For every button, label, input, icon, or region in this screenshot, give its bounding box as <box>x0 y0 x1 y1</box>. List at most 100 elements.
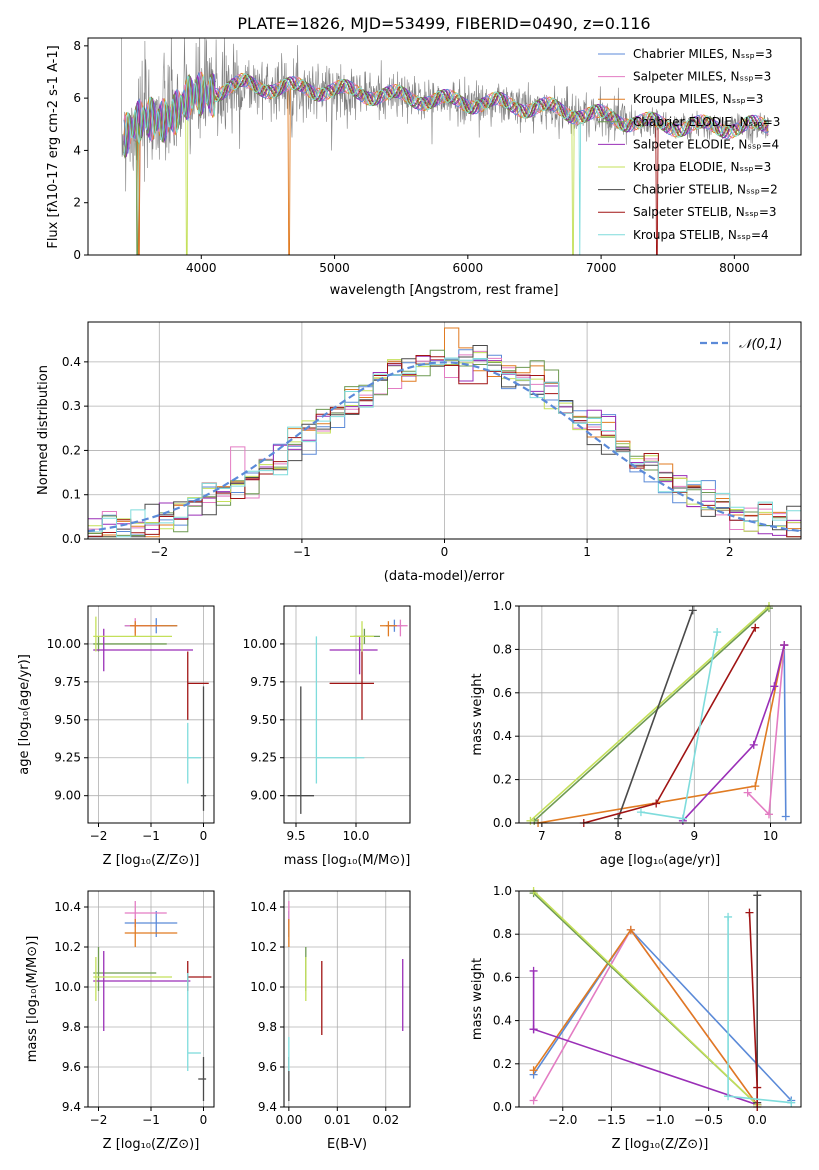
x-tick-label: 0.01 <box>324 1113 351 1127</box>
x-tick-label: 2 <box>726 545 734 559</box>
y-tick-label: 6 <box>73 91 81 105</box>
weight-point-marker <box>636 808 645 817</box>
x-tick-label: −1.5 <box>597 1113 626 1127</box>
spectrum-panel: 4000 5000 6000 7000 8000 0 2 4 6 8 wavelength [Ang… <box>46 37 802 298</box>
x-tick-label: 6000 <box>453 261 484 275</box>
y-tick-label: 10.00 <box>243 637 277 651</box>
weight-point-marker <box>614 814 623 823</box>
weight-point-marker <box>529 1096 538 1105</box>
weight-line <box>682 644 785 822</box>
weight-point-marker <box>743 788 752 797</box>
y-axis-label: mass [log₁₀(M/M⊙)] <box>25 936 40 1063</box>
y-tick-label: 9.8 <box>258 1020 277 1034</box>
x-axis-label: Z [log₁₀(Z/Z⊙)] <box>103 853 200 868</box>
y-tick-label: 9.00 <box>54 789 81 803</box>
y-axis-label: age [log₁₀(age/yr)] <box>17 654 32 775</box>
x-tick-label: 0 <box>441 545 449 559</box>
weight-point-marker <box>753 1083 762 1092</box>
x-tick-label: 0 <box>200 829 208 843</box>
x-tick-label: 8000 <box>719 261 750 275</box>
model-spectrum-line <box>123 73 769 255</box>
x-tick-label: 4000 <box>186 261 217 275</box>
x-tick-label: 10.0 <box>343 829 370 843</box>
weight-point-marker <box>724 912 733 921</box>
mass-vs-extinction-panel: 0.00 0.01 0.02 9.4 9.6 9.8 10.0 10.2 10.4 E(B-V) <box>250 890 411 1152</box>
y-tick-label: 0.4 <box>493 1014 512 1028</box>
y-tick-label: 9.75 <box>250 675 277 689</box>
histogram-step <box>88 350 801 530</box>
weight-line <box>617 610 694 819</box>
weight-line <box>533 891 758 1106</box>
legend-entry: Salpeter ELODIE, Nₛₛₚ=4 <box>633 137 779 151</box>
legend-entry: Kroupa MILES, Nₛₛₚ=3 <box>633 92 763 106</box>
x-axis-label: Z [log₁₀(Z/Z⊙)] <box>103 1137 200 1152</box>
x-tick-label: 7000 <box>586 261 617 275</box>
weight-point-marker <box>688 606 697 615</box>
y-tick-label: 0.3 <box>62 399 81 413</box>
mass-vs-metallicity-panel: −2 −1 0 9.4 9.6 9.8 10.0 10.2 10.4 Z [log₁₀(Z/Z⊙)… <box>25 890 215 1152</box>
y-tick-label: 9.25 <box>250 751 277 765</box>
y-tick-label: 9.50 <box>250 713 277 727</box>
weight-line <box>533 607 770 822</box>
y-tick-label: 10.0 <box>250 980 277 994</box>
x-tick-label: −1 <box>142 1113 160 1127</box>
weight-line <box>532 928 758 1106</box>
y-tick-label: 9.4 <box>258 1100 277 1114</box>
y-tick-label: 9.75 <box>54 675 81 689</box>
y-tick-label: 10.00 <box>47 637 81 651</box>
legend-entry: 𝒩(0,1) <box>739 337 782 352</box>
gaussian-curve <box>88 361 801 533</box>
residual-histogram-panel: −2 −1 0 1 2 0.0 0.1 0.2 0.3 0.4 (data-model)/error… <box>36 321 802 584</box>
x-tick-label: 9.5 <box>286 829 305 843</box>
weight-line <box>529 606 770 822</box>
axes-frame <box>87 605 215 824</box>
y-tick-label: 0.0 <box>493 816 512 830</box>
weight-line <box>727 916 792 1104</box>
age-vs-metallicity-panel: −2 −1 0 9.00 9.25 9.50 9.75 10.00 Z [log₁₀(Z/Z⊙)… <box>17 605 215 868</box>
weight-point-marker <box>626 925 635 934</box>
model-spectrum-line <box>123 71 769 255</box>
legend-entry: Kroupa STELIB, Nₛₛₚ=4 <box>633 228 769 242</box>
legend-entry: Chabrier STELIB, Nₛₛₚ=2 <box>633 183 778 197</box>
x-axis-label: wavelength [Angstrom, rest frame] <box>330 283 559 298</box>
weight-point-marker <box>745 908 754 917</box>
y-tick-label: 9.8 <box>62 1020 81 1034</box>
model-spectrum-line <box>123 72 769 157</box>
axes-frame <box>87 321 802 540</box>
axes-frame <box>87 890 215 1108</box>
y-tick-label: 10.4 <box>54 900 81 914</box>
weight-point-marker <box>749 740 758 749</box>
x-tick-label: −1.0 <box>645 1113 674 1127</box>
y-axis-label: mass weight <box>470 673 485 755</box>
y-tick-label: 0 <box>73 248 81 262</box>
weight-line <box>748 912 758 1107</box>
weight-line <box>532 970 758 1106</box>
y-tick-label: 0.2 <box>493 773 512 787</box>
figure-title: PLATE=1826, MJD=53499, FIBERID=0490, z=0… <box>237 14 650 33</box>
y-tick-label: 10.4 <box>250 900 277 914</box>
y-tick-label: 9.00 <box>250 789 277 803</box>
x-axis-label: E(B-V) <box>327 1137 367 1152</box>
legend-entry: Kroupa ELODIE, Nₛₛₚ=3 <box>633 160 771 174</box>
x-tick-label: 7 <box>538 829 546 843</box>
x-tick-label: 1 <box>583 545 591 559</box>
age-vs-mass-panel: 9.5 10.0 9.00 9.25 9.50 9.75 10.00 mass [log₁₀(… <box>243 605 411 868</box>
y-tick-label: 1.0 <box>493 599 512 613</box>
weight-point-marker <box>652 799 661 808</box>
y-tick-label: 0.6 <box>493 970 512 984</box>
weight-point-marker <box>770 682 779 691</box>
y-tick-label: 0.8 <box>493 927 512 941</box>
x-axis-label: age [log₁₀(age/yr)] <box>600 853 721 868</box>
x-axis-label: mass [log₁₀(M/M⊙)] <box>284 853 411 868</box>
weight-point-marker <box>781 812 790 821</box>
x-tick-label: −2 <box>150 545 168 559</box>
x-tick-label: 5000 <box>319 261 350 275</box>
weight-point-marker <box>529 1066 538 1075</box>
weight-vs-age-panel: 7 8 9 10 0.0 0.2 0.4 0.6 0.8 1.0 age [log₁₀(age/yr… <box>470 599 802 868</box>
x-tick-label: −1 <box>142 829 160 843</box>
y-tick-label: 0.4 <box>62 355 81 369</box>
axes-frame <box>518 890 802 1108</box>
x-axis-label: Z [log₁₀(Z/Z⊙)] <box>612 1137 709 1152</box>
y-tick-label: 9.4 <box>62 1100 81 1114</box>
y-tick-label: 0.1 <box>62 488 81 502</box>
